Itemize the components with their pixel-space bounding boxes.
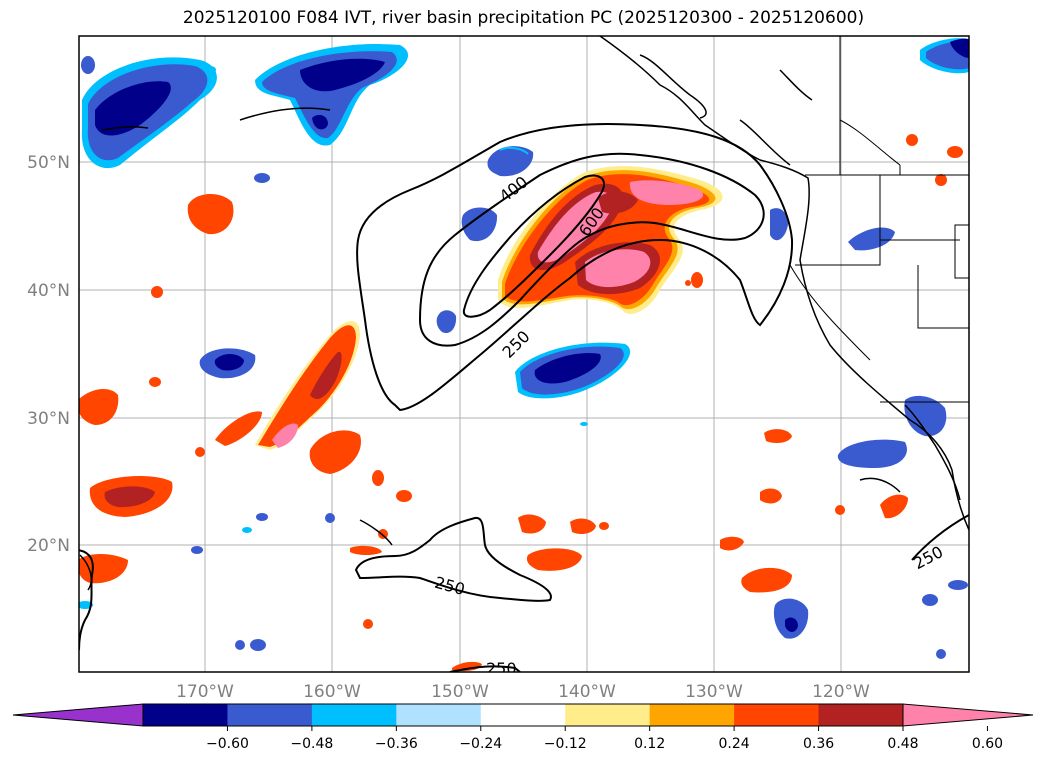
neg-blob-central	[515, 342, 631, 399]
neg-blob-a	[487, 146, 534, 177]
lon-label-140w: 140°W	[558, 682, 616, 702]
colorbar-tick-label: 0.24	[719, 736, 750, 752]
pos-blob-g	[570, 518, 596, 534]
pos-blob-f	[526, 548, 582, 571]
lat-label-30n: 30°N	[27, 409, 70, 429]
colorbar-segment	[311, 704, 397, 726]
neg-blob-ne-corner	[920, 38, 969, 74]
bc-inlet	[779, 69, 813, 101]
neg-blob-e	[837, 439, 907, 468]
pos-small-dots	[149, 134, 963, 629]
ivt-contours	[79, 123, 969, 672]
pos-blob-chain	[215, 321, 361, 474]
colorbar-frame	[142, 703, 904, 727]
state-borders	[789, 36, 969, 403]
lon-label-120w: 120°W	[812, 682, 870, 702]
aleutian-chain	[239, 107, 331, 121]
bc-coast	[739, 119, 791, 166]
pos-blob-e	[518, 514, 546, 534]
ivt-label-250-bottom: 250	[486, 659, 517, 678]
longitude-labels: 170°W 160°W 150°W 140°W 130°W 120°W	[176, 682, 870, 702]
coastlines	[79, 36, 969, 591]
mexico-coast	[859, 477, 901, 493]
ivt-contour-400	[418, 152, 765, 347]
colorbar-tick-label: 0.48	[887, 736, 918, 752]
neg-blob-f	[904, 395, 947, 437]
neg-blob-g	[848, 227, 895, 251]
neg-blob-nw	[81, 57, 217, 169]
neg-light-dots	[79, 66, 588, 609]
pos-blob-n	[452, 661, 482, 672]
negative-precip-anomalies	[79, 38, 969, 659]
map-frame	[78, 35, 970, 673]
colorbar-segment	[143, 704, 228, 726]
lon-label-170w: 170°W	[176, 682, 234, 702]
neg-blob-c	[436, 310, 457, 334]
positive-precip-anomalies	[79, 134, 963, 672]
lat-label-40n: 40°N	[27, 281, 70, 301]
colorbar-tick-label: −0.24	[459, 736, 502, 752]
pos-blob-i	[880, 494, 908, 519]
colorbar-segment	[649, 704, 735, 726]
ivt-contour-250-sw	[79, 549, 94, 651]
pos-blob-a	[187, 194, 234, 235]
map-panel: 400 600 250 250 250 250	[79, 36, 969, 678]
pos-blob-c	[89, 476, 173, 517]
colorbar-tick-label: −0.12	[544, 736, 587, 752]
colorbar-segment	[396, 704, 482, 726]
ivt-contour-250-east	[911, 514, 969, 561]
pos-blob-l	[764, 429, 792, 444]
colorbar-segment	[227, 704, 313, 726]
neg-blob-b	[461, 207, 498, 242]
pos-blob-j	[760, 488, 782, 504]
lat-label-50n: 50°N	[27, 153, 70, 173]
lon-label-150w: 150°W	[431, 682, 489, 702]
colorbar-segment	[818, 704, 904, 726]
lon-label-160w: 160°W	[303, 682, 361, 702]
west-coast	[599, 36, 969, 531]
ivt-contour-250-outer	[356, 123, 794, 412]
aleutian-west	[101, 126, 149, 131]
pos-blob-k	[720, 536, 744, 551]
latitude-labels: 50°N 40°N 30°N 20°N	[27, 153, 70, 556]
colorbar-tick-label: −0.36	[375, 736, 418, 752]
colorbar-tick-label: 0.60	[972, 736, 1003, 752]
lat-label-20n: 20°N	[27, 536, 70, 556]
se-alaska-islands	[639, 54, 707, 119]
colorbar-tick-label: 0.12	[634, 736, 665, 752]
colorbar-segment	[480, 704, 566, 726]
lon-label-130w: 130°W	[685, 682, 743, 702]
colorbar-segment	[565, 704, 651, 726]
colorbar-segment	[734, 704, 820, 726]
hawaii-chain	[359, 519, 393, 546]
colorbar-extend-low	[12, 703, 144, 727]
colorbar-tick-label: −0.60	[206, 736, 249, 752]
colorbar-extend-high	[902, 703, 1034, 727]
ivt-contour-250-bottom	[449, 665, 521, 672]
ivt-contour-600	[462, 174, 605, 318]
pos-blob-b	[79, 389, 119, 425]
colorbar-tick-label: 0.36	[803, 736, 834, 752]
colorbar-tick-label: −0.48	[290, 736, 333, 752]
colorbar: −0.60 −0.48 −0.36 −0.24 −0.12 0.12 0.24 0.36 0.4…	[12, 703, 1034, 752]
ivt-contour-250-south	[354, 516, 552, 602]
pos-blob-main	[498, 166, 723, 314]
baja-california	[904, 404, 961, 501]
neg-small-dots	[81, 56, 968, 659]
neg-blob-n	[255, 44, 409, 146]
pos-blob-h	[741, 567, 792, 593]
pos-blob-m	[350, 545, 382, 555]
neg-blob-h	[770, 208, 788, 241]
sw-islands	[79, 554, 92, 591]
map-title: 2025120100 F084 IVT, river basin precipi…	[182, 8, 865, 28]
